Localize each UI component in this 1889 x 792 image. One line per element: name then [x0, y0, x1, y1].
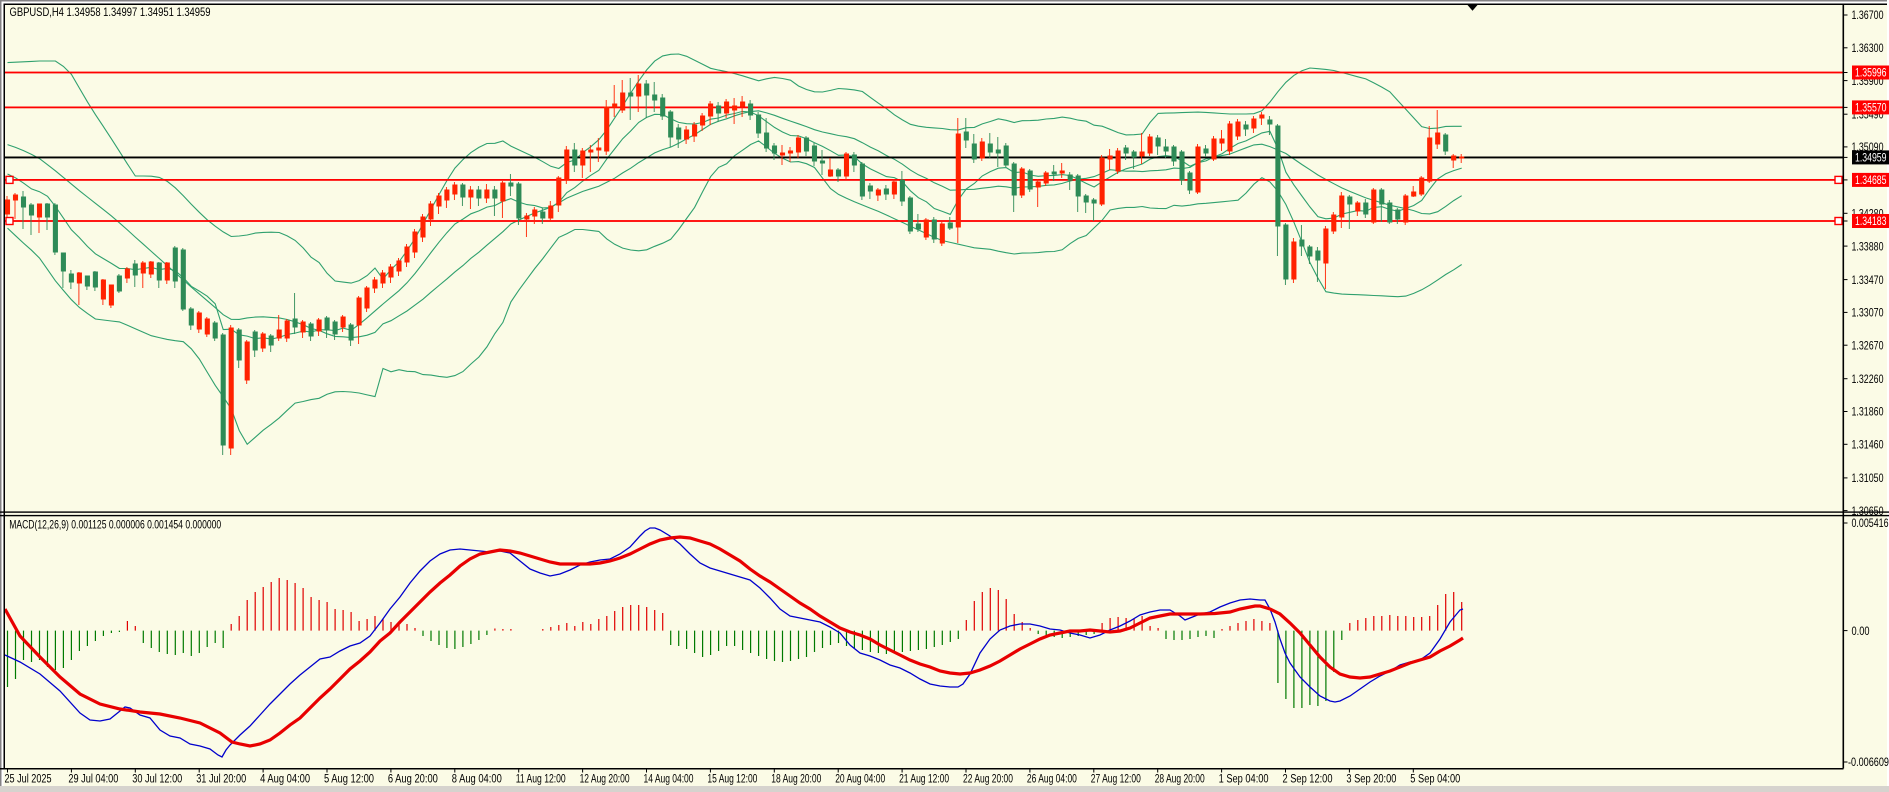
svg-text:30 Jul 12:00: 30 Jul 12:00: [132, 774, 182, 786]
svg-text:29 Jul 04:00: 29 Jul 04:00: [68, 774, 118, 786]
svg-text:28 Aug 20:00: 28 Aug 20:00: [1155, 774, 1205, 786]
svg-text:4 Aug 04:00: 4 Aug 04:00: [260, 774, 310, 786]
svg-text:1.31050: 1.31050: [1852, 473, 1884, 485]
svg-text:11 Aug 12:00: 11 Aug 12:00: [516, 774, 566, 786]
svg-text:3 Sep 20:00: 3 Sep 20:00: [1346, 774, 1396, 786]
svg-text:12 Aug 20:00: 12 Aug 20:00: [580, 774, 630, 786]
svg-text:1.32670: 1.32670: [1852, 340, 1884, 352]
svg-text:6 Aug 20:00: 6 Aug 20:00: [388, 774, 438, 786]
svg-text:1.30650: 1.30650: [1852, 506, 1884, 518]
svg-text:1.34685: 1.34685: [1855, 175, 1887, 187]
svg-text:1.33880: 1.33880: [1852, 241, 1884, 253]
svg-text:1 Sep 04:00: 1 Sep 04:00: [1219, 774, 1269, 786]
svg-text:0.00: 0.00: [1852, 626, 1870, 638]
svg-text:GBPUSD,H4 1.34958 1.34997 1.3: GBPUSD,H4 1.34958 1.34997 1.34951 1.3495…: [10, 5, 211, 19]
svg-text:18 Aug 20:00: 18 Aug 20:00: [771, 774, 821, 786]
svg-text:1.36300: 1.36300: [1852, 43, 1884, 55]
svg-text:1.34959: 1.34959: [1855, 153, 1887, 165]
svg-text:21 Aug 12:00: 21 Aug 12:00: [899, 774, 949, 786]
svg-text:22 Aug 20:00: 22 Aug 20:00: [963, 774, 1013, 786]
svg-text:5 Aug 12:00: 5 Aug 12:00: [324, 774, 374, 786]
svg-text:2 Sep 12:00: 2 Sep 12:00: [1283, 774, 1333, 786]
svg-text:1.31460: 1.31460: [1852, 440, 1884, 452]
svg-text:20 Aug 04:00: 20 Aug 04:00: [835, 774, 885, 786]
svg-text:0.005416: 0.005416: [1852, 518, 1889, 530]
svg-text:26 Aug 04:00: 26 Aug 04:00: [1027, 774, 1077, 786]
svg-text:1.36700: 1.36700: [1852, 10, 1884, 22]
svg-text:15 Aug 12:00: 15 Aug 12:00: [707, 774, 757, 786]
svg-text:MACD(12,26,9) 0.001125 0.00000: MACD(12,26,9) 0.001125 0.000006 0.001454…: [9, 517, 221, 531]
svg-text:1.31860: 1.31860: [1852, 407, 1884, 419]
svg-text:1.32260: 1.32260: [1852, 374, 1884, 386]
svg-text:5 Sep 04:00: 5 Sep 04:00: [1410, 774, 1460, 786]
svg-text:1.35996: 1.35996: [1855, 68, 1887, 80]
svg-text:27 Aug 12:00: 27 Aug 12:00: [1091, 774, 1141, 786]
svg-text:1.33470: 1.33470: [1852, 275, 1884, 287]
svg-text:31 Jul 20:00: 31 Jul 20:00: [196, 774, 246, 786]
svg-text:25 Jul 2025: 25 Jul 2025: [5, 774, 52, 786]
svg-text:1.34183: 1.34183: [1855, 216, 1887, 228]
svg-text:1.33070: 1.33070: [1852, 308, 1884, 320]
svg-text:-0.006609: -0.006609: [1848, 757, 1889, 769]
svg-text:1.35570: 1.35570: [1855, 103, 1887, 115]
svg-text:14 Aug 04:00: 14 Aug 04:00: [644, 774, 694, 786]
svg-text:8 Aug 04:00: 8 Aug 04:00: [452, 774, 502, 786]
